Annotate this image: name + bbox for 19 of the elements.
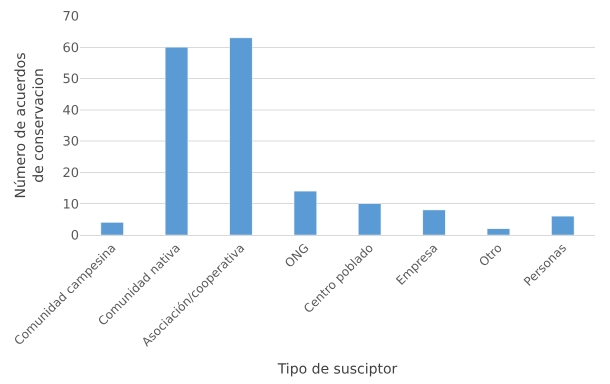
bar <box>229 38 252 235</box>
bar <box>100 222 124 235</box>
y-tick-label: 60 <box>62 40 79 56</box>
y-tick-label: 70 <box>62 10 79 25</box>
y-tick-label: 10 <box>62 197 79 212</box>
y-tick-label: 40 <box>62 103 79 118</box>
y-tick-label: 0 <box>70 228 79 244</box>
y-tick-label: 20 <box>62 166 79 181</box>
bar <box>486 228 510 235</box>
x-tick-label: Otro <box>476 240 505 270</box>
bar <box>165 47 188 235</box>
bar <box>551 216 574 235</box>
y-tick-label: 30 <box>62 134 79 150</box>
y-axis-title: Número de acuerdos de conservacion <box>12 52 48 199</box>
x-axis-title: Tipo de susciptor <box>276 361 398 378</box>
bar <box>294 190 317 235</box>
bar <box>358 203 382 235</box>
bar <box>422 210 446 235</box>
y-tick-label: 50 <box>62 72 79 88</box>
